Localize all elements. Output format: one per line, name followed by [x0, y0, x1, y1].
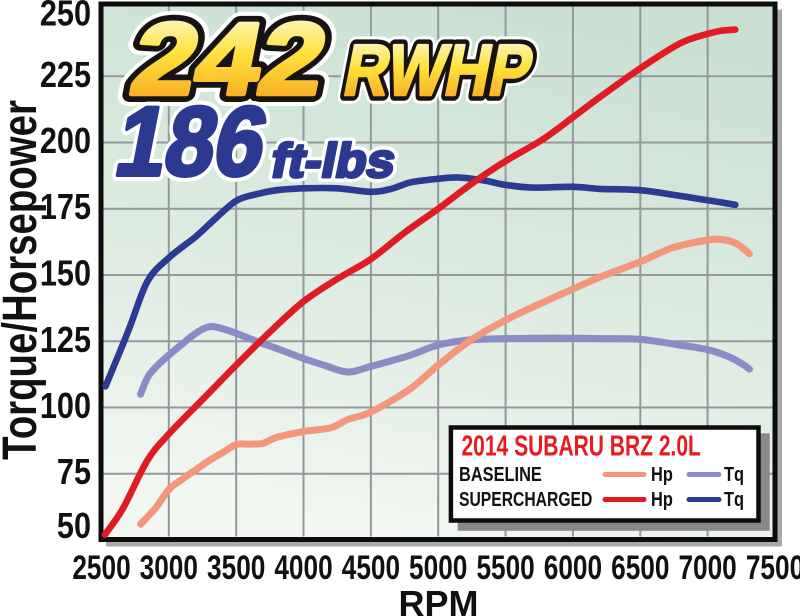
svg-text:7500: 7500	[746, 548, 800, 586]
svg-text:50: 50	[57, 506, 91, 547]
svg-text:2014 SUBARU BRZ 2.0L: 2014 SUBARU BRZ 2.0L	[462, 430, 701, 462]
svg-text:242: 242	[123, 2, 336, 116]
svg-text:Tq: Tq	[724, 487, 744, 510]
svg-text:Hp: Hp	[651, 487, 673, 510]
svg-text:6000: 6000	[544, 548, 602, 586]
svg-text:4500: 4500	[342, 548, 400, 586]
svg-text:242: 242	[123, 2, 336, 116]
svg-text:5000: 5000	[409, 548, 467, 586]
svg-text:250: 250	[40, 0, 91, 34]
svg-text:186: 186	[108, 87, 276, 196]
svg-text:Hp: Hp	[651, 462, 673, 485]
svg-text:2500: 2500	[72, 548, 130, 586]
svg-text:RWHP: RWHP	[338, 31, 540, 111]
svg-text:BASELINE: BASELINE	[459, 462, 542, 485]
svg-text:ft-lbs: ft-lbs	[267, 133, 401, 187]
svg-text:4000: 4000	[274, 548, 332, 586]
svg-text:RWHP: RWHP	[338, 31, 540, 111]
svg-text:75: 75	[57, 452, 91, 493]
svg-text:Torque/Horsepower: Torque/Horsepower	[0, 100, 47, 460]
svg-text:186: 186	[108, 87, 276, 196]
svg-text:3000: 3000	[140, 548, 198, 586]
svg-text:225: 225	[40, 54, 91, 95]
svg-text:RWHP: RWHP	[338, 31, 540, 111]
svg-text:175: 175	[40, 187, 91, 228]
svg-text:100: 100	[40, 386, 91, 427]
svg-text:3500: 3500	[207, 548, 265, 586]
svg-text:ft-lbs: ft-lbs	[267, 133, 401, 187]
svg-text:200: 200	[40, 121, 91, 162]
svg-text:242: 242	[123, 2, 336, 116]
svg-text:RPM: RPM	[399, 583, 479, 616]
svg-text:6500: 6500	[611, 548, 669, 586]
svg-text:150: 150	[40, 253, 91, 294]
svg-text:Tq: Tq	[724, 462, 744, 485]
svg-text:5500: 5500	[476, 548, 534, 586]
svg-text:125: 125	[40, 319, 91, 360]
svg-text:7000: 7000	[678, 548, 736, 586]
svg-text:SUPERCHARGED: SUPERCHARGED	[459, 487, 592, 511]
